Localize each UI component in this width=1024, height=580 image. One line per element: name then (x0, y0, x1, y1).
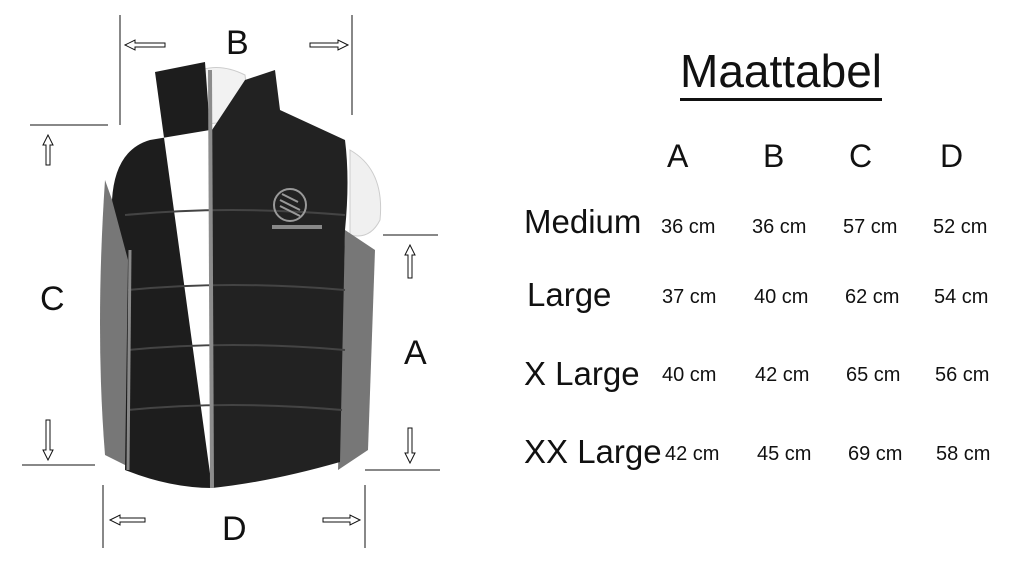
dimension-label-b: B (226, 24, 249, 62)
vest-right-panel (338, 230, 375, 470)
page-title: Maattabel (680, 46, 883, 101)
arrow-down-icon (404, 427, 416, 465)
dimension-label-a: A (404, 334, 427, 372)
cell: 45 cm (757, 443, 812, 465)
arrow-left-icon (123, 39, 166, 51)
cell: 57 cm (843, 216, 898, 238)
column-header-b: B (763, 138, 785, 174)
arrow-right-icon (322, 514, 362, 526)
mannequin-shoulder (349, 149, 382, 237)
arrow-left-icon (108, 514, 146, 526)
club-logo (272, 188, 322, 229)
cell: 62 cm (845, 286, 900, 308)
column-header-a: A (667, 138, 689, 174)
column-header-c: C (849, 138, 873, 174)
cell: 42 cm (665, 443, 720, 465)
cell: 42 cm (755, 364, 810, 386)
row-label-xx-large: XX Large (524, 433, 662, 470)
vest-right-front (212, 70, 348, 488)
cell: 40 cm (662, 364, 717, 386)
arrow-up-icon (42, 133, 54, 166)
arrow-up-icon (404, 243, 416, 279)
cell: 36 cm (661, 216, 716, 238)
row-label-medium: Medium (524, 203, 642, 240)
dimension-label-c: C (40, 280, 65, 318)
zipper (208, 69, 214, 489)
arrow-right-icon (309, 39, 350, 51)
arrow-down-icon (42, 419, 54, 462)
cell: 36 cm (752, 216, 807, 238)
cell: 40 cm (754, 286, 809, 308)
dimension-label-d: D (222, 510, 247, 548)
row-label-large: Large (527, 276, 612, 313)
vest-left-front (112, 62, 212, 488)
cell: 65 cm (846, 364, 901, 386)
cell: 69 cm (848, 443, 903, 465)
row-label-x-large: X Large (524, 355, 640, 392)
column-header-d: D (940, 138, 964, 174)
cell: 52 cm (933, 216, 988, 238)
cell: 54 cm (934, 286, 989, 308)
cell: 58 cm (936, 443, 991, 465)
cell: 56 cm (935, 364, 990, 386)
dimension-guides (22, 15, 440, 548)
cell: 37 cm (662, 286, 717, 308)
